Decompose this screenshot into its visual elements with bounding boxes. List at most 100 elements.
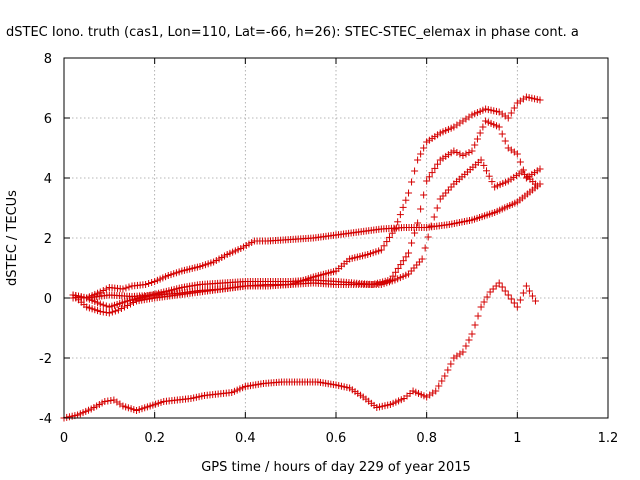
data-point [399, 203, 407, 211]
data-point [114, 306, 122, 314]
data-point [405, 249, 413, 257]
data-point [102, 285, 110, 293]
data-point [479, 123, 487, 131]
data-point [468, 147, 476, 155]
data-point [483, 167, 491, 175]
data-point [417, 205, 425, 213]
data-point [427, 222, 435, 230]
x-tick-label: 0.4 [235, 431, 256, 446]
data-point [108, 308, 116, 316]
data-point [96, 288, 104, 296]
data-point [459, 348, 467, 356]
data-point [394, 218, 402, 226]
data-point [392, 268, 400, 276]
data-point [477, 303, 485, 311]
data-point [411, 229, 419, 237]
data-point [420, 144, 428, 152]
data-point [468, 330, 476, 338]
data-point [99, 301, 107, 309]
data-point [417, 150, 425, 158]
x-tick-label: 0.6 [326, 431, 347, 446]
data-point [391, 225, 399, 233]
data-point [504, 291, 512, 299]
data-point [431, 164, 439, 172]
data-point [504, 114, 512, 122]
data-point [423, 177, 431, 185]
data-point [105, 309, 113, 317]
data-point [433, 204, 441, 212]
data-point [385, 233, 393, 241]
data-point [447, 360, 455, 368]
data-point [519, 289, 527, 297]
axis-ticks: 0 0.2 0.4 0.6 0.8 1 1.2 -4 -2 0 2 4 6 8 [39, 52, 618, 446]
data-point [498, 130, 506, 138]
data-point [513, 150, 521, 158]
y-tick-label: 8 [44, 52, 52, 67]
data-point [414, 156, 422, 164]
data-point [486, 288, 494, 296]
data-point [480, 298, 488, 306]
data-point [495, 279, 503, 287]
data-point [536, 96, 544, 104]
data-point [441, 372, 449, 380]
data-point [389, 272, 397, 280]
y-tick-label: 0 [44, 292, 52, 307]
data-point [525, 287, 533, 295]
y-tick-label: 4 [44, 172, 52, 187]
data-point [402, 196, 410, 204]
data-point [96, 300, 104, 308]
data-point [477, 156, 485, 164]
data-point [411, 167, 419, 175]
data-point [383, 238, 391, 246]
x-tick-label: 0.8 [416, 431, 437, 446]
y-axis-label: dSTEC / TECUs [5, 190, 20, 286]
data-point [485, 172, 493, 180]
data-point [402, 253, 410, 261]
data-point [435, 382, 443, 390]
data-point [111, 307, 119, 315]
data-point [408, 239, 416, 247]
data-point [495, 123, 503, 131]
data-points [60, 93, 544, 422]
data-point [377, 246, 385, 254]
y-tick-label: 2 [44, 232, 52, 247]
data-point [510, 104, 518, 112]
data-point [531, 180, 539, 188]
data-point [507, 109, 515, 117]
data-point [462, 342, 470, 350]
data-point [399, 257, 407, 265]
data-point [465, 336, 473, 344]
data-point [492, 282, 500, 290]
data-point [408, 178, 416, 186]
data-point [414, 219, 422, 227]
data-point [513, 303, 521, 311]
data-point [522, 282, 530, 290]
chart-title: dSTEC Iono. truth (cas1, Lon=110, Lat=-6… [6, 25, 579, 40]
data-point [432, 387, 440, 395]
data-point [473, 135, 481, 143]
data-point [498, 283, 506, 291]
data-point [471, 321, 479, 329]
x-axis-label: GPS time / hours of day 229 of year 2015 [201, 460, 471, 475]
data-point [480, 161, 488, 169]
y-tick-label: -2 [39, 352, 52, 367]
data-point [434, 160, 442, 168]
data-point [507, 295, 515, 303]
data-point [531, 297, 539, 305]
data-point [142, 281, 150, 288]
x-tick-label: 0 [60, 431, 68, 446]
data-point [148, 279, 156, 286]
data-point [516, 296, 524, 304]
data-point [420, 191, 428, 199]
data-point [438, 377, 446, 385]
data-point [453, 149, 461, 156]
data-point [145, 280, 153, 287]
data-point [516, 158, 524, 166]
data-point [430, 213, 438, 221]
x-tick-label: 1.2 [598, 431, 619, 446]
data-point [536, 165, 544, 173]
data-point [488, 178, 496, 186]
data-point [510, 299, 518, 307]
data-point [388, 229, 396, 237]
